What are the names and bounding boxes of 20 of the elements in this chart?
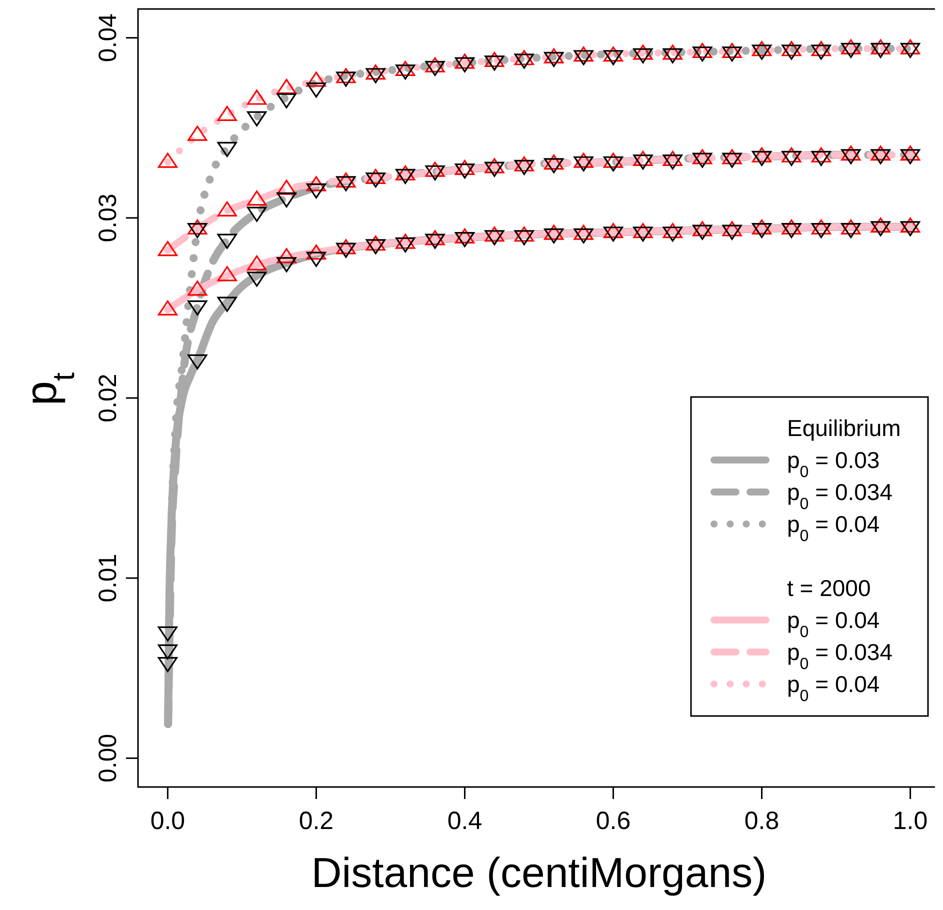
x-tick-label: 0.6 [596, 807, 631, 835]
legend-label: p$_{0}$ = 0.034 [787, 479, 893, 513]
y-tick-label: 0.04 [94, 13, 122, 62]
legend-label: p$_{0}$ = 0.04 [787, 671, 880, 705]
legend-label: p$_{0}$ = 0.04 [787, 511, 880, 545]
legend-title: Equilibrium [787, 415, 901, 441]
legend-label: p$_{0}$ = 0.034 [787, 639, 893, 673]
legend-label: p$_{0}$ = 0.04 [787, 607, 880, 641]
x-tick-label: 0.2 [298, 807, 334, 835]
y-tick-label: 0.03 [94, 194, 122, 242]
legend-label: p$_{0}$ = 0.03 [787, 447, 880, 481]
x-tick-label: 0.0 [150, 807, 186, 835]
x-tick-label: 0.4 [447, 807, 482, 835]
x-tick-label: 0.8 [744, 807, 780, 835]
y-tick-label: 0.02 [94, 374, 122, 422]
x-axis-title: Distance (centiMorgans) [311, 849, 767, 896]
y-tick-label: 0.01 [94, 554, 122, 602]
y-tick-label: 0.00 [94, 734, 122, 783]
annotation: t = 2000 [787, 575, 871, 601]
x-tick-label: 1.0 [892, 807, 928, 835]
